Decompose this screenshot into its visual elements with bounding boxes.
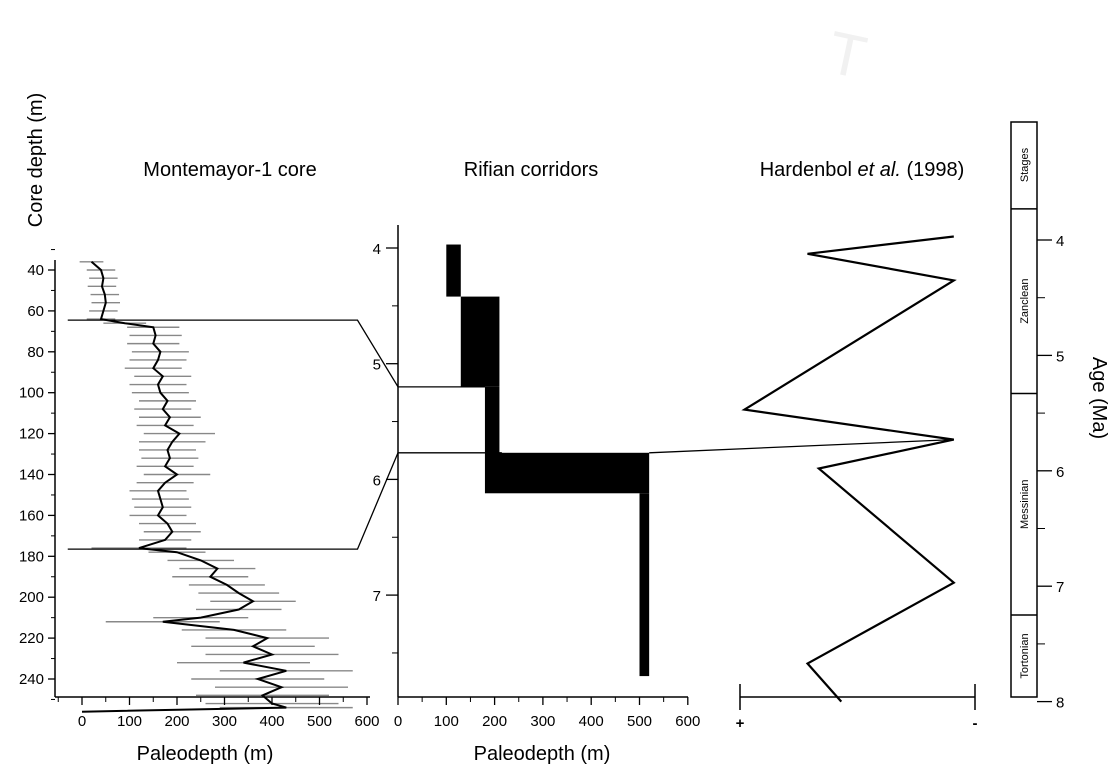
rifian-x-tick-label: 400: [579, 713, 604, 730]
core-xlabel: Paleodepth (m): [137, 743, 274, 765]
core-y-tick-label: 180: [19, 548, 44, 565]
age-tick-label: 4: [1056, 233, 1064, 250]
rifian-x-ticks: 0 100 200 300 400 500 600: [394, 697, 700, 730]
core-x-ticks: 0 100 200 300 400 500 600: [57, 697, 380, 730]
rifian-y-tick-label: 4: [373, 241, 381, 258]
rifian-x-tick-label: 500: [627, 713, 652, 730]
stages-header: Stages: [1019, 147, 1031, 182]
core-panel: Montemayor-1 core Core depth (m) Paleode…: [19, 93, 380, 765]
core-x-tick-label: 200: [164, 713, 189, 730]
core-paleodepth-line: [81, 261, 287, 713]
core-x-tick-label: 600: [354, 713, 379, 730]
core-y-tick-label: 120: [19, 426, 44, 443]
hardenbol-panel: Hardenbol et al. (1998) + -: [736, 159, 978, 732]
core-y-tick-label: 220: [19, 630, 44, 647]
rifian-y-ticks: 4 5 6 7: [373, 241, 398, 654]
age-axis-label: Age (Ma): [1088, 357, 1110, 439]
hardenbol-plus-label: +: [736, 715, 745, 732]
rifian-y-tick-label: 5: [373, 357, 381, 374]
core-y-tick-label: 40: [27, 262, 44, 279]
age-tick-label: 7: [1056, 579, 1064, 596]
age-tick-label: 5: [1056, 348, 1064, 365]
correlation-line-hardenbol: [649, 438, 954, 454]
age-tick-label: 8: [1056, 695, 1064, 712]
rifian-intervals: [446, 244, 650, 677]
core-x-tick-label: 300: [212, 713, 237, 730]
rifian-x-tick-label: 100: [434, 713, 459, 730]
rifian-x-tick-label: 200: [482, 713, 507, 730]
rifian-panel: Rifian corridors Paleodepth (m) 4 5 6 7 0 10…: [373, 159, 701, 765]
core-x-tick-label: 400: [259, 713, 284, 730]
core-y-tick-label: 140: [19, 467, 44, 484]
correlation-lines: [67, 319, 954, 550]
core-title: Montemayor-1 core: [143, 159, 316, 181]
rifian-interval-bar: [639, 493, 650, 677]
hardenbol-sea-level-curve: [741, 235, 957, 703]
core-y-tick-label: 60: [27, 303, 44, 320]
hardenbol-minus-label: -: [973, 715, 978, 732]
rifian-x-tick-label: 600: [675, 713, 700, 730]
age-ticks: 4 5 6 7 8: [1037, 233, 1064, 712]
stage-names: Zanclean Messinian Tortonian: [1019, 279, 1031, 679]
core-y-tick-label: 160: [19, 507, 44, 524]
rifian-x-tick-label: 0: [394, 713, 402, 730]
rifian-y-tick-label: 7: [373, 588, 381, 605]
core-axes: [54, 260, 370, 698]
rifian-interval-bar: [484, 386, 500, 453]
rifian-y-tick-label: 6: [373, 472, 381, 489]
rifian-interval-bar: [460, 296, 500, 387]
core-x-tick-label: 100: [117, 713, 142, 730]
watermark: T: [822, 18, 872, 91]
stage-name: Tortonian: [1019, 633, 1031, 678]
rifian-xlabel: Paleodepth (m): [474, 743, 611, 765]
core-ylabel: Core depth (m): [25, 93, 47, 228]
rifian-x-tick-label: 300: [530, 713, 555, 730]
age-tick-label: 6: [1056, 464, 1064, 481]
stages-column: [1010, 121, 1038, 698]
core-x-tick-label: 500: [307, 713, 332, 730]
rifian-interval-bar: [446, 244, 461, 297]
stage-boundaries: [1011, 208, 1037, 616]
correlation-line-lower: [67, 452, 502, 550]
correlation-line-upper: [67, 319, 485, 388]
rifian-interval-bar: [484, 452, 650, 494]
core-error-bars: [79, 261, 353, 709]
stage-name: Messinian: [1019, 480, 1031, 530]
core-y-tick-label: 200: [19, 589, 44, 606]
core-y-tick-label: 100: [19, 385, 44, 402]
rifian-title: Rifian corridors: [464, 159, 598, 181]
core-y-tick-label: 240: [19, 671, 44, 688]
stage-name: Zanclean: [1019, 279, 1031, 324]
core-y-tick-label: 80: [27, 344, 44, 361]
hardenbol-title: Hardenbol et al. (1998): [760, 159, 965, 181]
core-x-tick-label: 0: [78, 713, 86, 730]
core-y-ticks: 40 60 80 100 120 140 160 180 200 220 240: [19, 249, 55, 700]
